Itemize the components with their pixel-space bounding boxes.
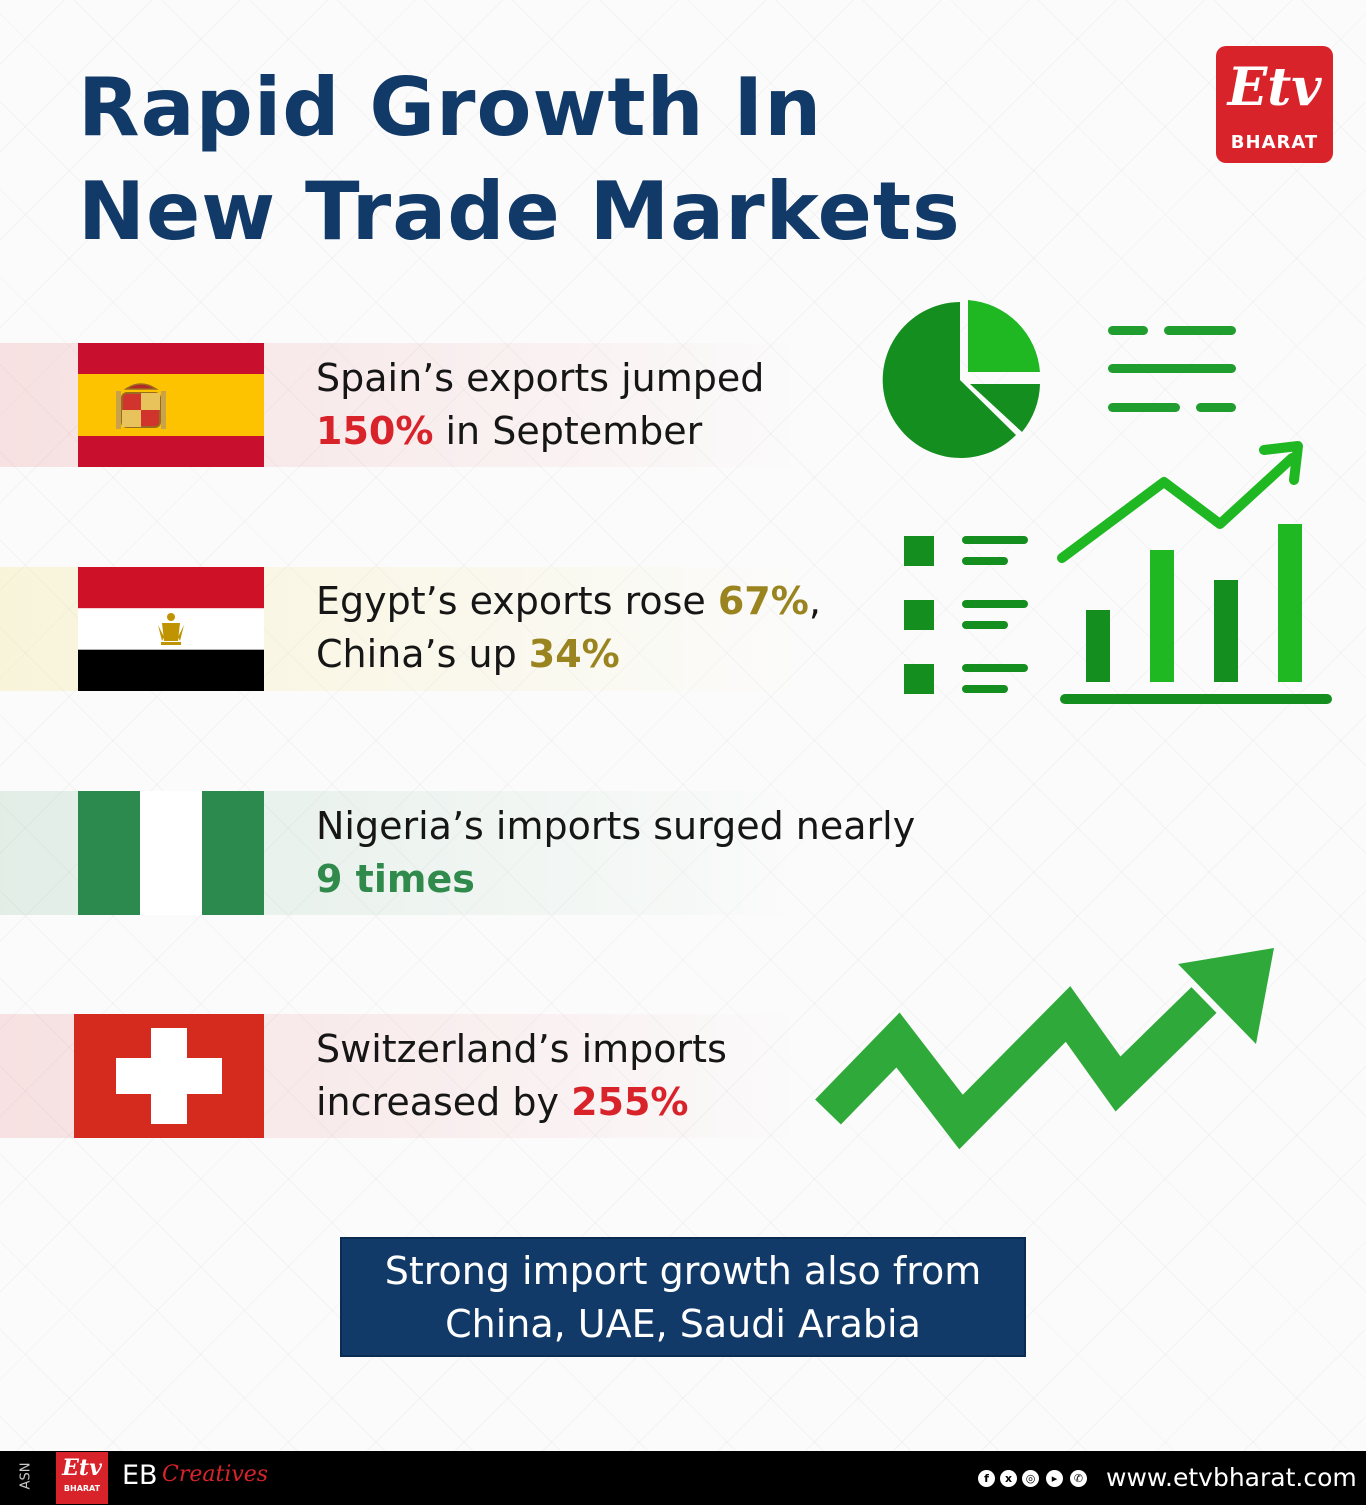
footer-bar — [0, 1451, 1366, 1505]
footer-logo-brand: BHARAT — [63, 1484, 101, 1493]
switzerland-highlight: 255% — [571, 1080, 689, 1124]
spain-stat: Spain’s exports jumped 150% in September — [316, 352, 764, 458]
bar-chart-arrow-icon — [1057, 441, 1332, 704]
china-highlight: 34% — [528, 632, 620, 676]
title-line-1: Rapid Growth In — [78, 61, 823, 154]
callout-box: Strong import growth also from China, UA… — [340, 1237, 1026, 1357]
spain-flag — [78, 343, 264, 467]
egypt-flag — [78, 567, 264, 691]
footer-creatives: Creatives — [162, 1462, 269, 1487]
egypt-stat-line-1: Egypt’s exports rose 67%, — [316, 575, 821, 628]
switzerland-stat-pre: increased by — [316, 1080, 572, 1124]
instagram-icon[interactable]: ◎ — [1022, 1470, 1039, 1487]
growth-arrow-icon — [815, 948, 1274, 1150]
callout-line-2: China, UAE, Saudi Arabia — [445, 1302, 921, 1346]
egypt-stat-pre: Egypt’s exports rose — [316, 579, 718, 623]
switzerland-flag — [74, 1014, 264, 1138]
spain-stat-line-2: 150% in September — [316, 405, 764, 458]
nigeria-stat: Nigeria’s imports surged nearly 9 times — [316, 800, 915, 906]
nigeria-stat-line-1: Nigeria’s imports surged nearly — [316, 804, 916, 848]
list-icon — [904, 536, 1028, 694]
youtube-icon[interactable]: ▸ — [1046, 1470, 1063, 1487]
spain-highlight: 150% — [316, 409, 434, 453]
logo-glyph: Etv — [1227, 57, 1322, 118]
spain-stat-line-1: Spain’s exports jumped — [316, 356, 765, 400]
pie-chart-icon — [882, 300, 1236, 458]
logo-brand: BHARAT — [1230, 132, 1319, 153]
page-title: Rapid Growth In New Trade Markets — [78, 56, 961, 264]
china-stat-pre: China’s up — [316, 632, 529, 676]
etv-bharat-logo[interactable]: Etv BHARAT — [1216, 46, 1333, 163]
footer-logo-glyph: Etv — [62, 1455, 102, 1481]
callout-line-1: Strong import growth also from — [384, 1249, 982, 1293]
nigeria-highlight: 9 times — [316, 857, 475, 901]
footer-etv-logo[interactable]: Etv BHARAT — [56, 1452, 108, 1504]
egypt-stat-post: , — [808, 579, 821, 623]
title-line-2: New Trade Markets — [78, 165, 961, 258]
switzerland-stat: Switzerland’s imports increased by 255% — [316, 1023, 727, 1129]
footer-asn: ASN — [18, 1462, 34, 1490]
facebook-icon[interactable]: f — [978, 1470, 995, 1487]
china-stat-line: China’s up 34% — [316, 628, 821, 681]
footer-eb: EB — [122, 1460, 158, 1491]
spain-stat-line-2-rest: in September — [433, 409, 703, 453]
switzerland-stat-line-1: Switzerland’s imports — [316, 1027, 727, 1071]
nigeria-flag — [78, 791, 264, 915]
egypt-highlight: 67% — [717, 579, 809, 623]
whatsapp-icon[interactable]: ✆ — [1070, 1470, 1087, 1487]
egypt-stat: Egypt’s exports rose 67%, China’s up 34% — [316, 575, 821, 681]
x-icon[interactable]: x — [1000, 1470, 1017, 1487]
switzerland-stat-line-2: increased by 255% — [316, 1076, 727, 1129]
footer-url[interactable]: www.etvbharat.com — [1106, 1463, 1357, 1492]
